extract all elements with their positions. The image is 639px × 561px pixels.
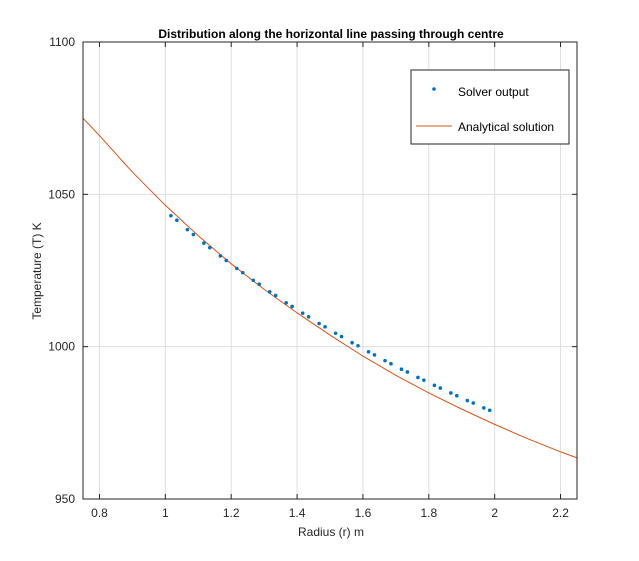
legend-label-solver-output: Solver output <box>458 85 529 99</box>
data-point-solver-output <box>202 241 206 245</box>
data-point-solver-output <box>405 370 410 374</box>
data-point-solver-output <box>257 282 261 287</box>
data-point-solver-output <box>389 361 393 366</box>
x-tick-label: 1.4 <box>289 506 306 520</box>
data-point-solver-output <box>323 325 327 329</box>
data-point-solver-output <box>317 321 321 326</box>
y-tick-label: 950 <box>55 492 75 506</box>
axis-ticks: 0.8 1 1.2 1.4 1.6 1.8 2 2.2 950 1000 1050 1100 <box>48 35 577 520</box>
data-point-solver-output <box>432 383 437 388</box>
data-point-solver-output <box>471 401 476 405</box>
data-point-solver-output <box>350 340 354 345</box>
data-point-solver-output <box>449 391 453 395</box>
data-point-solver-output <box>235 266 239 271</box>
data-point-solver-output <box>306 315 311 319</box>
line-analytical-solution <box>82 117 578 459</box>
data-point-solver-output <box>284 300 289 305</box>
data-point-solver-output <box>191 232 196 237</box>
data-point-solver-output <box>438 386 443 390</box>
data-point-solver-output <box>422 378 426 382</box>
y-tick-label: 1000 <box>48 340 75 354</box>
data-point-solver-output <box>185 227 190 232</box>
y-tick-label: 1050 <box>48 187 75 201</box>
data-point-solver-output <box>416 375 420 380</box>
legend-marker-solver-output <box>432 87 436 91</box>
data-point-solver-output <box>290 304 294 309</box>
data-point-solver-output <box>366 350 371 354</box>
data-point-solver-output <box>487 408 492 413</box>
legend-box <box>410 69 570 145</box>
x-tick-label: 1.6 <box>355 506 372 520</box>
x-tick-label: 0.8 <box>91 506 108 520</box>
data-point-solver-output <box>218 254 223 258</box>
data-point-solver-output <box>267 290 272 294</box>
chart-title: Distribution along the horizontal line p… <box>158 27 504 41</box>
data-point-solver-output <box>175 218 179 223</box>
x-tick-label: 2.2 <box>552 506 569 520</box>
x-tick-label: 1 <box>162 506 169 520</box>
data-point-solver-output <box>300 311 305 315</box>
data-point-solver-output <box>169 213 173 218</box>
data-point-solver-output <box>273 293 278 298</box>
x-tick-label: 1.8 <box>420 506 437 520</box>
data-point-solver-output <box>482 406 486 410</box>
data-point-solver-output <box>383 358 387 363</box>
data-point-solver-output <box>339 334 344 339</box>
data-point-solver-output <box>372 353 377 357</box>
data-point-solver-output <box>465 398 470 403</box>
y-axis-label: Temperature (T) K <box>30 222 44 319</box>
data-point-solver-output <box>207 245 212 250</box>
legend-label-analytical-solution: Analytical solution <box>458 120 554 134</box>
data-point-solver-output <box>333 331 338 336</box>
data-point-solver-output <box>356 343 360 348</box>
x-tick-label: 1.2 <box>223 506 240 520</box>
data-point-solver-output <box>454 393 459 398</box>
legend: Solver output Analytical solution <box>410 69 570 145</box>
x-tick-label: 2 <box>491 506 498 520</box>
data-point-solver-output <box>251 278 256 283</box>
data-point-solver-output <box>240 270 245 275</box>
y-tick-label: 1100 <box>49 35 75 49</box>
data-point-solver-output <box>224 258 229 263</box>
axes-frame <box>82 41 578 500</box>
series-solver-output <box>169 213 492 413</box>
x-axis-label: Radius (r) m <box>298 525 364 539</box>
series-analytical-solution <box>82 117 578 459</box>
data-point-solver-output <box>399 367 404 372</box>
